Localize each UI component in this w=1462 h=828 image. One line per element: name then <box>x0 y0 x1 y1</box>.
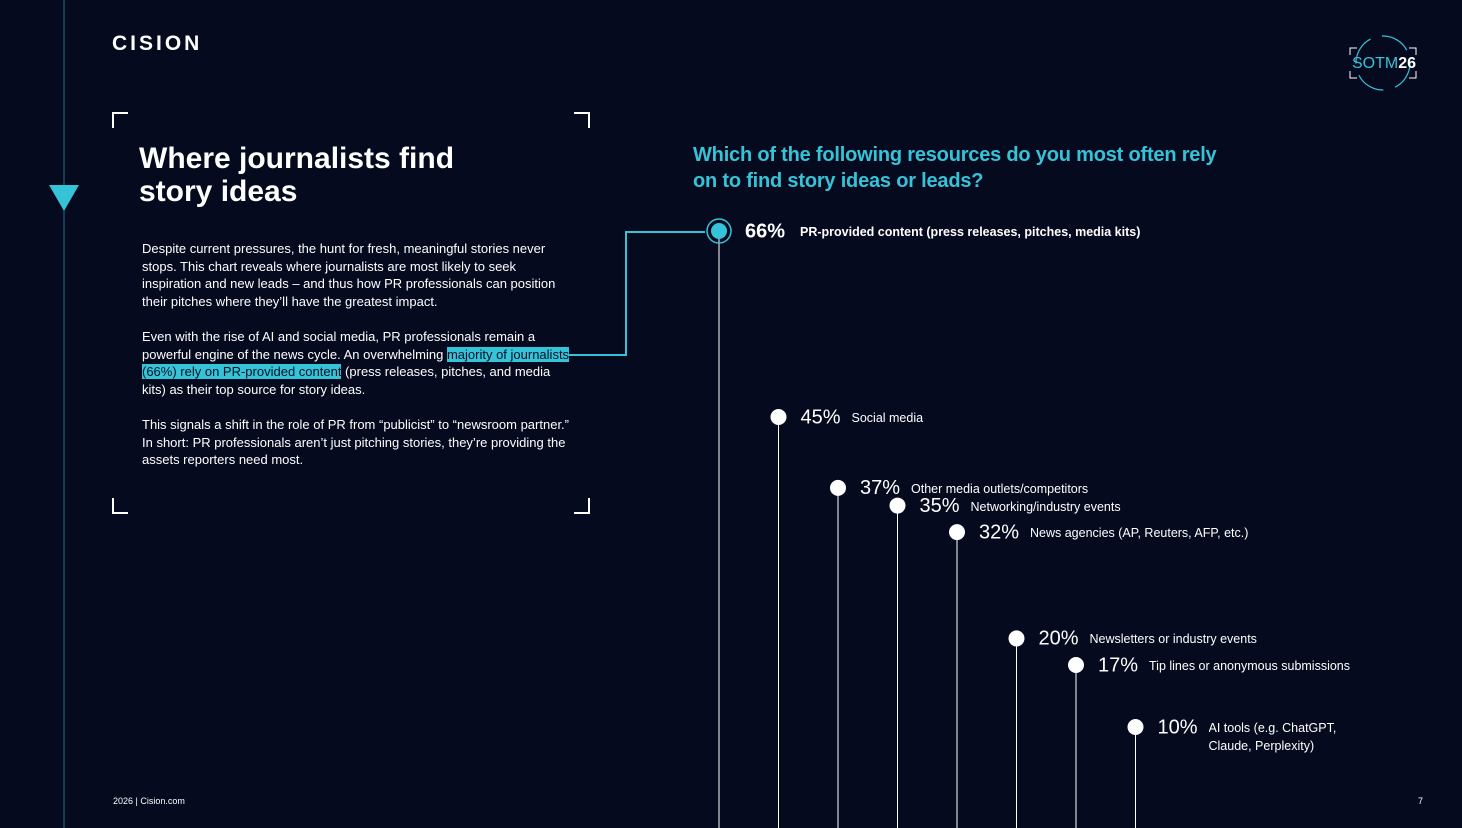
dot <box>1068 657 1084 673</box>
badge: SOTM26 <box>1352 55 1416 73</box>
dot <box>949 524 965 541</box>
category-label: Social media <box>851 411 924 425</box>
value-label: 37% <box>860 477 900 499</box>
logo: CISION <box>112 32 203 55</box>
value-label: 20% <box>1039 628 1079 650</box>
dot-ring <box>706 218 732 244</box>
value-label: 45% <box>801 406 841 428</box>
category-label-box: PR-provided content (press releases, pit… <box>800 225 1141 239</box>
category-label: Other media outlets/competitors <box>911 481 1089 496</box>
dot <box>1127 719 1144 735</box>
paragraph: Despite current pressures, the hunt for … <box>142 241 556 309</box>
category-label-box: Newsletters or industry events <box>1089 632 1257 647</box>
page-number: 7 <box>1418 796 1424 806</box>
category-label: AI tools (e.g. ChatGPT, Claude, Perplexi… <box>1208 721 1337 753</box>
category-label-box: Networking/industry events <box>970 499 1121 514</box>
paragraph: Even with the rise of AI and social medi… <box>142 328 570 398</box>
category-label-box: News agencies (AP, Reuters, AFP, etc.) <box>1030 526 1249 541</box>
text: (press releases, pitches, and media kits… <box>142 364 551 397</box>
dot <box>889 497 906 514</box>
category-label-box: AI tools (e.g. ChatGPT, Claude, Perplexi… <box>1208 721 1337 753</box>
value-label: 66% <box>745 220 785 242</box>
value-label: 10% <box>1158 716 1198 738</box>
value-label: 17% <box>1098 654 1138 676</box>
footer-source: 2026 | Cision.com <box>113 796 185 806</box>
dot <box>1008 630 1025 647</box>
chart-title: Which of the following resources do you … <box>693 144 1217 192</box>
dot <box>770 409 787 425</box>
category-label: News agencies (AP, Reuters, AFP, etc.) <box>1030 526 1249 541</box>
category-label: Tip lines or anonymous submissions <box>1149 659 1351 673</box>
badge-prefix: SOTM <box>1352 55 1399 72</box>
category-label: Networking/industry events <box>970 499 1121 514</box>
value-label: 32% <box>979 521 1019 543</box>
intro-title: Where journalists find story ideas <box>139 142 455 208</box>
paragraph: This signals a shift in the role of PR f… <box>142 416 569 468</box>
category-label-box: Social media <box>851 411 924 425</box>
category-label-box: Tip lines or anonymous submissions <box>1149 659 1351 673</box>
intro-body: Despite current pressures, the hunt for … <box>142 240 570 486</box>
dot <box>711 223 727 239</box>
value-label: 35% <box>920 495 960 517</box>
badge-suffix: 26 <box>1398 55 1417 72</box>
dot <box>830 479 846 496</box>
category-label-box: Other media outlets/competitors <box>911 481 1089 496</box>
text: Even with the rise of AI and social medi… <box>142 328 536 362</box>
category-label: PR-provided content (press releases, pit… <box>800 225 1141 239</box>
category-label: Newsletters or industry events <box>1089 632 1257 647</box>
